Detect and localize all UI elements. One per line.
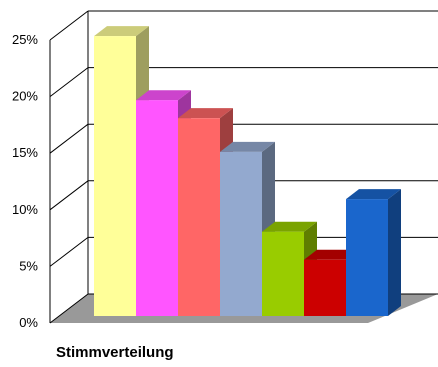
y-tick-label: 20%: [12, 89, 38, 104]
y-tick-label: 0%: [19, 315, 38, 330]
side-wall-gridline: [49, 123, 89, 154]
side-wall-gridline: [49, 67, 89, 97]
y-axis-ticks: 0% 5% 10% 15% 20% 25%: [12, 32, 38, 330]
y-tick-label: 10%: [12, 202, 38, 217]
side-wall-gridline: [49, 293, 89, 324]
side-wall-gridline: [49, 10, 89, 41]
side-wall-gridline: [49, 237, 89, 267]
side-wall-gridline: [49, 180, 89, 211]
bar-series: [94, 26, 401, 317]
bar: [346, 189, 401, 316]
chart-title: Stimmverteilung: [56, 344, 174, 361]
y-tick-label: 25%: [12, 32, 38, 47]
y-tick-label: 5%: [19, 258, 38, 273]
y-tick-label: 15%: [12, 145, 38, 160]
